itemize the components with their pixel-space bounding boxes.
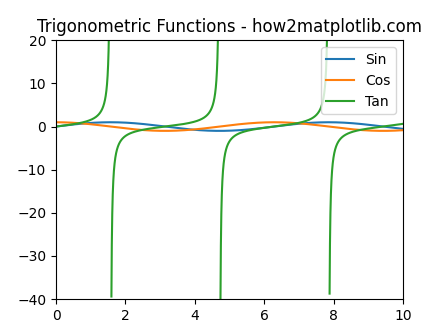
Sin — [401, 127, 406, 131]
Sin — [326, 120, 332, 124]
Cos — [74, 121, 79, 125]
Line: Cos: Cos — [56, 122, 403, 131]
Cos — [68, 121, 73, 125]
Sin — [68, 123, 73, 127]
Cos — [380, 129, 386, 133]
Tan — [382, 124, 388, 128]
Line: Tan: Tan — [56, 0, 403, 298]
Legend: Sin, Cos, Tan: Sin, Cos, Tan — [321, 47, 396, 114]
Line: Sin: Sin — [56, 122, 403, 131]
Sin — [55, 124, 60, 128]
Cos — [53, 120, 59, 124]
Cos — [121, 126, 127, 130]
Sin — [53, 125, 59, 129]
Tan — [68, 123, 73, 127]
Tan — [53, 125, 59, 129]
Tan — [74, 122, 79, 126]
Cos — [382, 129, 388, 133]
Tan — [55, 124, 60, 128]
Tan — [223, 149, 228, 153]
Sin — [382, 125, 388, 129]
Cos — [223, 124, 228, 128]
Cos — [401, 128, 406, 132]
Sin — [223, 129, 228, 133]
Title: Trigonometric Functions - how2matplotlib.com: Trigonometric Functions - how2matplotlib… — [37, 18, 422, 36]
Sin — [217, 129, 222, 133]
Cos — [55, 120, 60, 124]
Sin — [74, 122, 79, 126]
Sin — [121, 121, 127, 125]
Tan — [401, 122, 406, 126]
Tan — [121, 135, 127, 139]
